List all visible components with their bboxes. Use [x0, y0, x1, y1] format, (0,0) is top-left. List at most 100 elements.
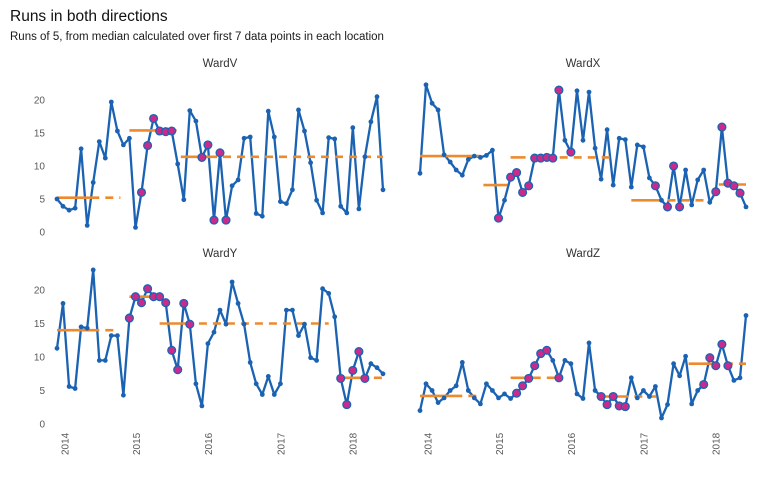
data-point — [115, 333, 120, 338]
data-point — [302, 321, 307, 327]
data-point — [368, 361, 374, 367]
data-point — [641, 388, 646, 393]
highlighted-point — [185, 319, 195, 329]
data-point — [271, 392, 277, 397]
data-point — [604, 127, 610, 133]
highlighted-point — [336, 373, 346, 383]
data-point — [284, 307, 289, 313]
data-point — [465, 157, 471, 162]
data-point — [471, 153, 477, 159]
highlighted-point — [215, 148, 225, 158]
highlighted-point — [360, 373, 370, 383]
data-point — [241, 135, 247, 141]
data-point — [284, 201, 289, 207]
data-point — [308, 160, 313, 166]
x-tick-label: 2016 — [204, 432, 215, 455]
highlighted-point — [608, 391, 618, 402]
highlighted-point — [518, 187, 528, 197]
data-point — [737, 375, 743, 381]
data-point — [66, 384, 72, 389]
data-point — [290, 187, 295, 193]
highlighted-point — [711, 361, 721, 371]
data-point — [121, 142, 126, 148]
data-point — [689, 401, 695, 407]
highlighted-point — [493, 213, 504, 223]
highlighted-point — [167, 126, 177, 136]
data-point — [453, 167, 459, 173]
data-point — [296, 333, 301, 338]
facet-label: WardX — [566, 58, 601, 70]
data-point — [84, 325, 90, 331]
y-tick-label: 0 — [39, 420, 45, 431]
highlighted-point — [650, 181, 660, 191]
facet-label: WardY — [203, 248, 238, 260]
data-point — [78, 146, 84, 152]
data-point — [332, 136, 338, 142]
highlighted-point — [512, 168, 522, 178]
data-point — [314, 197, 319, 203]
highlighted-point — [705, 353, 715, 363]
data-point — [496, 395, 501, 401]
highlighted-point — [155, 292, 165, 302]
highlighted-point — [566, 147, 576, 157]
y-tick-label: 15 — [34, 129, 46, 140]
data-point — [320, 210, 325, 216]
data-point — [459, 172, 465, 178]
data-point — [54, 196, 60, 202]
highlighted-point — [554, 85, 564, 95]
chart-subtitle: Runs of 5, from median calculated over f… — [10, 31, 384, 43]
panel-wardz: WardZ 2014 2015 2016 2017 2018 — [417, 248, 749, 455]
data-point — [175, 161, 181, 167]
highlighted-point — [512, 388, 522, 398]
data-point — [550, 358, 556, 363]
data-point — [701, 167, 707, 173]
highlighted-point — [124, 313, 134, 323]
data-point — [133, 225, 138, 230]
highlighted-point — [711, 187, 721, 197]
data-point — [332, 314, 338, 320]
data-point — [707, 199, 713, 205]
y-tick-label: 10 — [34, 353, 46, 364]
y-tick-label: 20 — [34, 286, 46, 297]
highlighted-point — [729, 181, 739, 191]
highlighted-point — [717, 122, 727, 132]
data-point — [72, 386, 78, 391]
data-point — [78, 324, 84, 330]
data-point — [695, 388, 701, 393]
data-point — [435, 400, 441, 405]
data-point — [653, 384, 658, 389]
data-point — [592, 145, 598, 151]
highlighted-point — [209, 215, 219, 225]
y-tick-label: 10 — [34, 162, 46, 173]
x-tick-label: 2018 — [711, 432, 722, 455]
data-point — [54, 345, 60, 351]
data-point — [126, 135, 132, 141]
data-point — [695, 177, 701, 183]
data-point — [374, 94, 380, 100]
data-point — [683, 167, 688, 173]
x-tick-label: 2015 — [495, 432, 506, 455]
data-point — [647, 175, 652, 181]
data-point — [302, 128, 307, 134]
data-point — [586, 340, 592, 346]
x-tick-label: 2016 — [567, 432, 578, 455]
data-point — [278, 381, 283, 387]
panel-wardx: WardX — [417, 58, 749, 223]
data-point — [362, 154, 368, 160]
y-tick-label: 15 — [34, 319, 46, 330]
highlighted-point — [342, 400, 352, 410]
data-point — [265, 108, 271, 114]
data-point — [641, 144, 646, 150]
data-point — [502, 391, 507, 397]
highlighted-point — [518, 381, 528, 391]
data-point — [265, 374, 271, 379]
data-point — [574, 88, 580, 94]
data-point — [72, 205, 78, 211]
data-point — [647, 394, 652, 399]
data-point — [320, 286, 325, 292]
data-point — [121, 392, 126, 398]
data-point — [108, 99, 114, 105]
facet-label: WardZ — [566, 248, 600, 260]
data-point — [90, 267, 96, 273]
